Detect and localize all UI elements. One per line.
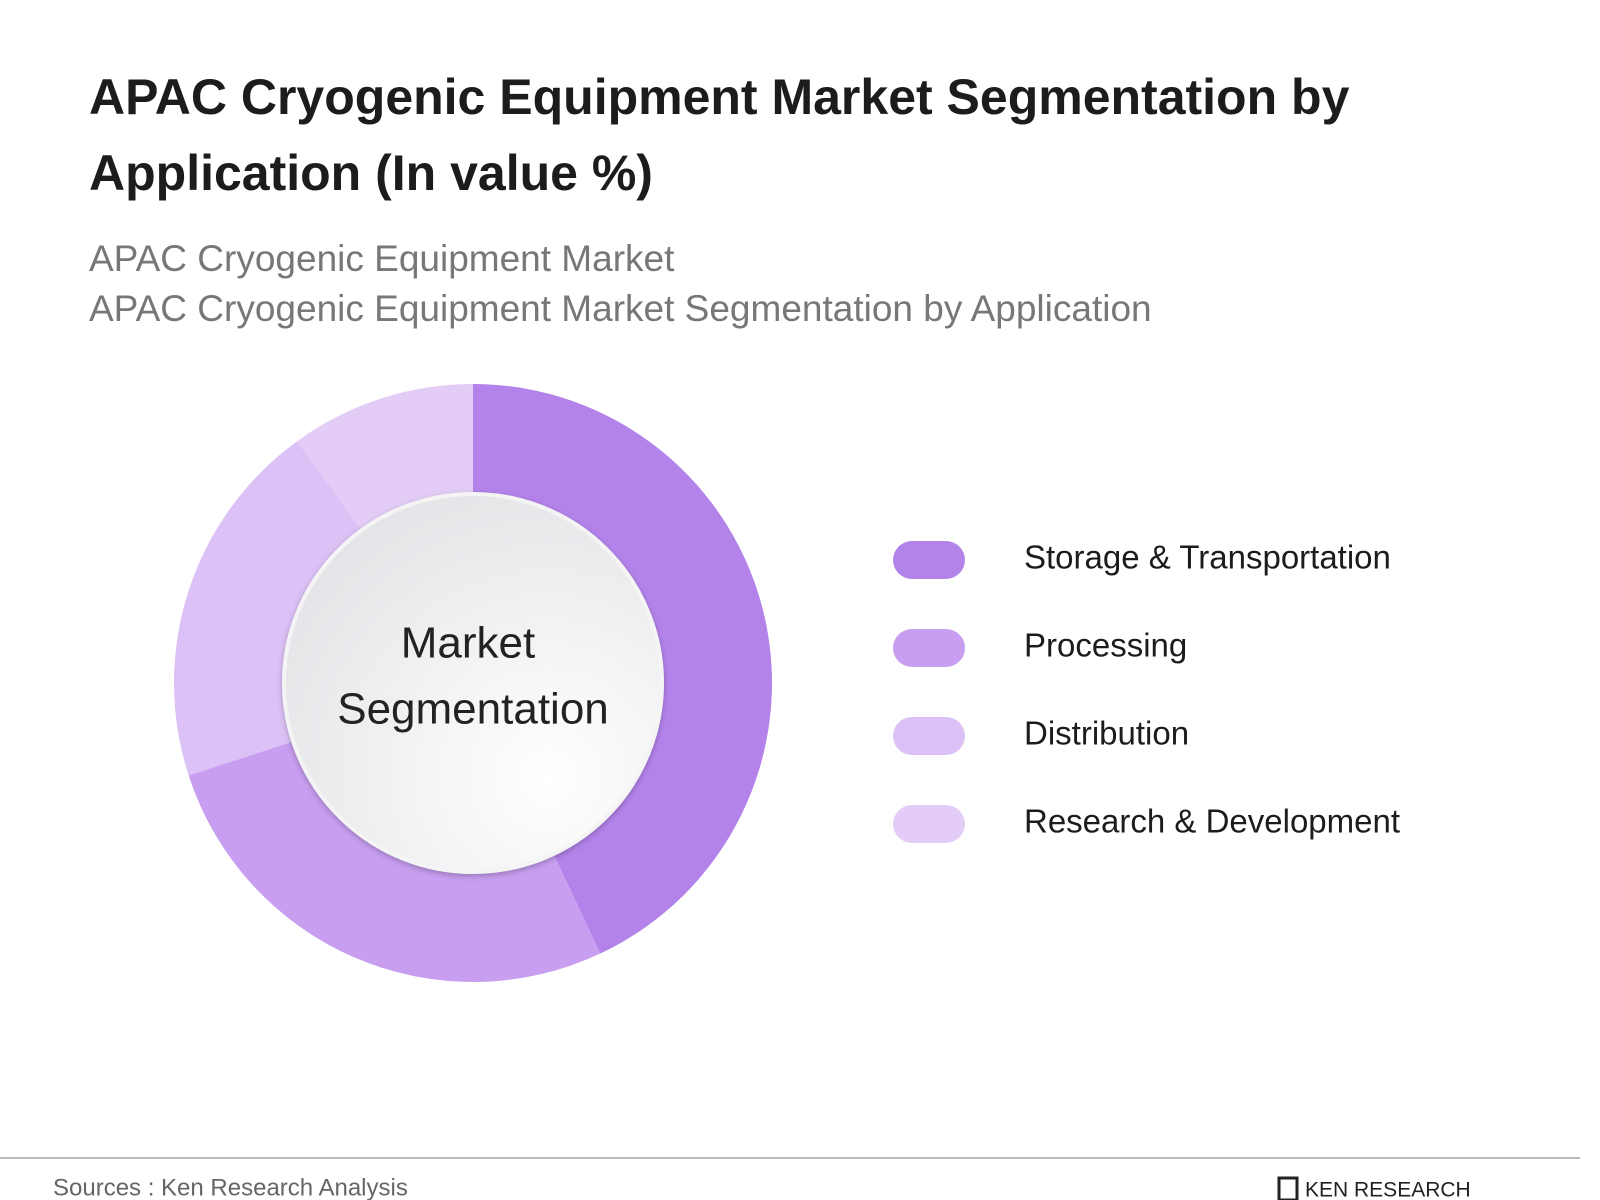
legend-swatch <box>893 717 965 755</box>
brand: KEN RESEARCH <box>1305 1179 1471 1200</box>
source: Sources : Ken Research Analysis <box>53 1174 408 1200</box>
legend-swatch <box>893 541 965 579</box>
chart-title: Application (In value %) <box>89 145 653 201</box>
legend-label: Distribution <box>1024 715 1189 752</box>
chart-title: APAC Cryogenic Equipment Market Segmenta… <box>89 69 1350 125</box>
legend-label: Processing <box>1024 627 1187 664</box>
legend-swatch <box>893 629 965 667</box>
chart-subtitle: APAC Cryogenic Equipment Market <box>89 238 675 279</box>
legend: Storage & Transportation Processing Distri… <box>893 539 1400 843</box>
brand-logo <box>1277 1176 1299 1200</box>
center-label: Segmentation <box>337 685 609 734</box>
legend-label: Storage & Transportation <box>1024 539 1391 576</box>
donut-slice <box>174 441 385 776</box>
center-label: Market <box>401 619 535 668</box>
chart-subtitle: APAC Cryogenic Equipment Market Segmenta… <box>89 288 1152 329</box>
donut-hub <box>282 492 664 874</box>
legend-swatch <box>893 805 965 843</box>
legend-label: Research & Development <box>1024 803 1400 840</box>
